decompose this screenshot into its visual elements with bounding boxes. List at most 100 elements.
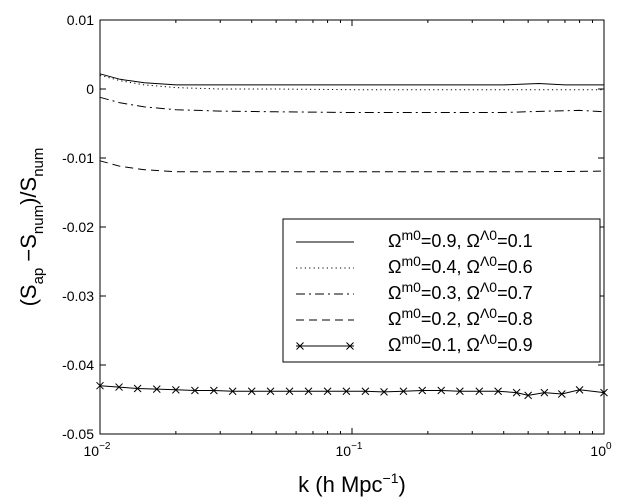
- legend-label-part-d: =0.6: [497, 257, 533, 277]
- legend-label-part-a: Ω: [388, 231, 401, 251]
- y-tick-label: -0.03: [62, 288, 94, 304]
- legend-label-part-b: =0.3,: [421, 283, 467, 303]
- legend-label-part-c: Ω: [466, 335, 479, 355]
- series-4-marker: [361, 387, 370, 396]
- legend-label-part-b: =0.2,: [421, 309, 467, 329]
- legend-label-1: Ωm0=0.4, ΩΛ0=0.6: [388, 253, 533, 277]
- legend-label-part-a: Ω: [388, 335, 401, 355]
- series-4-marker: [524, 391, 532, 400]
- series-1-line: [99, 74, 604, 91]
- legend-label-part-c: Ω: [466, 309, 479, 329]
- x-tick-label: 100: [590, 441, 612, 459]
- legend-label-part-a: Ω: [388, 283, 401, 303]
- series-4-marker: [494, 387, 502, 396]
- y-axis-label-s3: num: [30, 148, 47, 177]
- legend-label-part-asub: m0: [401, 331, 421, 347]
- x-axis-label-base: k (h Mpc: [298, 472, 382, 497]
- series-4-marker: [540, 388, 549, 397]
- legend-label-part-asub: m0: [401, 253, 421, 269]
- y-axis-label-s1: ap: [30, 268, 47, 285]
- legend-label-part-b: =0.9,: [421, 231, 467, 251]
- legend-label-4: Ωm0=0.1, ΩΛ0=0.9: [388, 331, 533, 355]
- series-4-marker: [437, 386, 446, 395]
- legend-label-part-a: Ω: [388, 309, 401, 329]
- series-layer: [96, 73, 608, 400]
- legend-label-part-asub: m0: [401, 279, 421, 295]
- series-4-marker: [323, 387, 332, 396]
- legend-label-part-b: =0.1,: [421, 335, 467, 355]
- x-tick-label-base: 10: [84, 443, 100, 459]
- series-4-marker: [152, 385, 161, 394]
- series-4-marker: [115, 383, 123, 391]
- legend-label-2: Ωm0=0.3, ΩΛ0=0.7: [388, 279, 533, 303]
- y-axis-label-p2: −S: [16, 234, 41, 268]
- series-4-marker: [380, 388, 388, 396]
- series-4-marker: [557, 390, 566, 398]
- series-4-marker: [133, 384, 142, 393]
- legend-label-part-d: =0.1: [497, 231, 533, 251]
- legend-marker-4: [346, 342, 354, 350]
- legend-label-part-asub: m0: [401, 305, 421, 321]
- series-4-marker: [172, 385, 180, 394]
- legend-label-part-d: =0.7: [497, 283, 533, 303]
- x-axis-label-tail: ): [399, 472, 406, 497]
- legend-label-part-csub: Λ0: [480, 331, 497, 347]
- x-tick-label: 10−2: [84, 441, 111, 459]
- legend-label-part-d: =0.9: [497, 335, 533, 355]
- legend-label-part-a: Ω: [388, 257, 401, 277]
- y-axis-label-p1: (S: [16, 284, 41, 306]
- y-tick-label: -0.04: [62, 357, 94, 373]
- series-4-marker: [475, 387, 484, 396]
- series-4-marker: [191, 386, 199, 395]
- x-tick-label-exp: 0: [606, 441, 612, 452]
- x-axis-label-sup: −1: [383, 470, 399, 486]
- legend-label-part-c: Ω: [466, 283, 479, 303]
- legend-label-part-csub: Λ0: [480, 305, 497, 321]
- legend-label-part-csub: Λ0: [480, 279, 497, 295]
- series-2-line: [99, 96, 605, 113]
- series-4-marker: [399, 387, 408, 396]
- y-tick-label: -0.02: [62, 219, 94, 235]
- series-4-marker: [418, 386, 427, 395]
- x-tick-label-exp: −1: [351, 441, 363, 452]
- legend-label-part-d: =0.8: [497, 309, 533, 329]
- series-4-marker: [285, 387, 294, 396]
- legend-label-part-csub: Λ0: [480, 253, 497, 269]
- legend-label-part-c: Ω: [466, 231, 479, 251]
- y-axis-label-s2: num: [30, 205, 47, 234]
- series-4-marker: [266, 387, 275, 396]
- series-3-line: [99, 160, 605, 173]
- legend-marker-4: [296, 342, 304, 350]
- series-4-marker: [209, 386, 218, 395]
- series-4-marker: [304, 387, 313, 396]
- legend-label-0: Ωm0=0.9, ΩΛ0=0.1: [388, 227, 533, 251]
- series-4-line: [99, 385, 605, 396]
- y-tick-label: 0: [86, 81, 94, 97]
- legend-label-part-asub: m0: [401, 227, 421, 243]
- x-tick-label-exp: −2: [99, 441, 111, 452]
- series-4-marker: [512, 388, 521, 397]
- legend-label-part-b: =0.4,: [421, 257, 467, 277]
- legend-box: [282, 218, 601, 363]
- y-tick-label: -0.05: [62, 426, 94, 442]
- x-tick-label-base: 10: [336, 443, 352, 459]
- legend-label-part-csub: Λ0: [480, 227, 497, 243]
- x-tick-label: 10−1: [336, 441, 363, 459]
- legend-label-part-c: Ω: [466, 257, 479, 277]
- y-tick-label: -0.01: [62, 150, 94, 166]
- x-axis-label: k (h Mpc−1): [298, 470, 406, 497]
- series-4-marker: [228, 387, 237, 396]
- y-axis-label: (Sap −Snum)/Snum: [16, 148, 47, 307]
- series-0-line: [99, 73, 604, 86]
- series-4-marker: [247, 387, 256, 396]
- series-4-marker: [342, 387, 351, 396]
- x-tick-label-base: 10: [590, 443, 606, 459]
- legend-label-3: Ωm0=0.2, ΩΛ0=0.8: [388, 305, 533, 329]
- series-4-marker: [575, 385, 584, 394]
- y-tick-label: 0.01: [67, 12, 94, 28]
